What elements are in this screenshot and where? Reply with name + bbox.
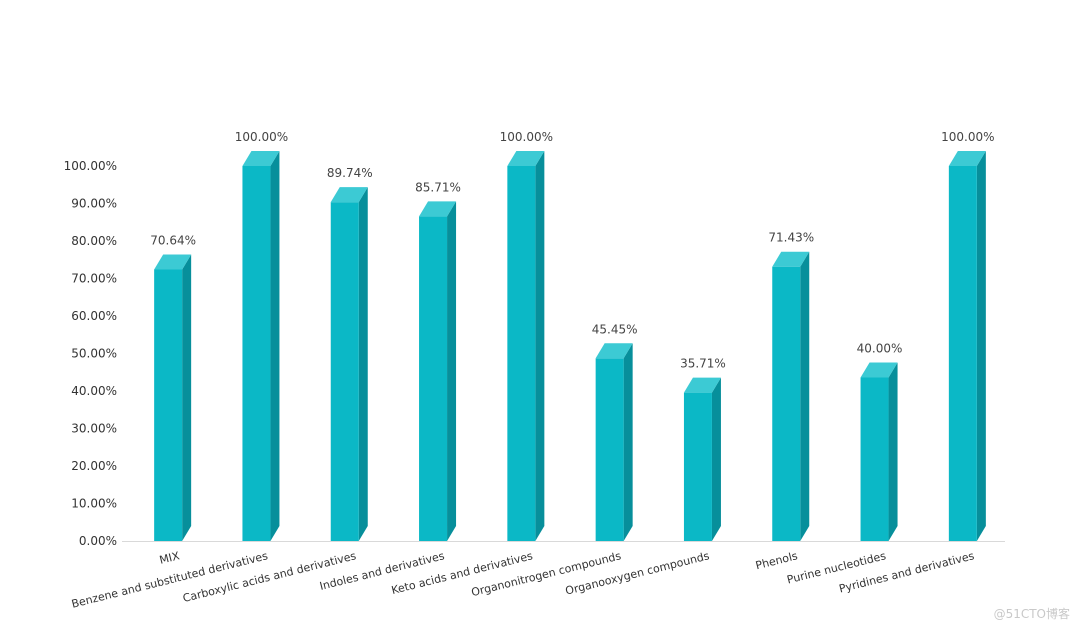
y-tick-label: 70.00% <box>71 272 117 286</box>
bar-front <box>683 392 712 541</box>
bar-front <box>419 216 448 541</box>
bar-front <box>860 377 889 541</box>
bar-side <box>182 254 192 541</box>
bar <box>860 362 898 541</box>
bar-front <box>948 166 977 541</box>
category-label: MIX <box>158 549 181 567</box>
data-labels: 70.64% 100.00% 89.74% 85.71% 100.00% 45.45% 35… <box>150 130 994 371</box>
bar-front <box>772 266 801 541</box>
bar-side <box>711 377 721 541</box>
bar <box>595 343 633 541</box>
bar-front <box>595 358 624 541</box>
bar <box>419 201 457 541</box>
bar-side <box>888 362 898 541</box>
data-label: 71.43% <box>768 231 814 245</box>
bar-top <box>330 187 368 203</box>
y-tick-label: 80.00% <box>71 234 117 248</box>
bar <box>242 151 280 541</box>
bar <box>683 377 721 541</box>
bar <box>330 187 368 541</box>
data-label: 40.00% <box>857 342 903 356</box>
data-label: 35.71% <box>680 357 726 371</box>
bar-top <box>595 343 633 359</box>
bar-front <box>242 166 271 541</box>
bar-top <box>154 254 192 270</box>
category-label: Organooxygen compounds <box>564 549 711 597</box>
bar-top <box>242 151 280 166</box>
bar-top <box>419 201 457 217</box>
category-label: Phenols <box>754 549 799 572</box>
bar-front <box>154 269 183 541</box>
bar-side <box>976 151 986 541</box>
y-axis: 0.00% 10.00% 20.00% 30.00% 40.00% 50.00% 60.00… <box>64 159 117 548</box>
y-tick-label: 20.00% <box>71 459 117 473</box>
bar-side <box>623 343 633 541</box>
y-tick-label: 90.00% <box>71 197 117 211</box>
y-tick-label: 30.00% <box>71 422 117 436</box>
data-label: 100.00% <box>941 130 994 144</box>
bar-top <box>507 151 545 166</box>
y-tick-label: 10.00% <box>71 497 117 511</box>
data-label: 100.00% <box>500 130 553 144</box>
watermark: @51CTO博客 <box>993 607 1070 621</box>
category-label: Organonitrogen compounds <box>470 549 623 599</box>
data-label: 85.71% <box>415 180 461 194</box>
data-label: 100.00% <box>235 130 288 144</box>
data-label: 89.74% <box>327 166 373 180</box>
bars <box>154 151 986 542</box>
y-tick-label: 0.00% <box>79 534 117 548</box>
y-tick-label: 50.00% <box>71 347 117 361</box>
bar-front <box>507 166 536 541</box>
bar <box>154 254 192 541</box>
y-tick-label: 60.00% <box>71 309 117 323</box>
bar-top <box>683 377 721 393</box>
bar <box>507 151 545 541</box>
y-tick-label: 40.00% <box>71 384 117 398</box>
bar-top <box>772 251 810 267</box>
bar-side <box>270 151 280 541</box>
bar-top <box>860 362 898 378</box>
bar-side <box>800 251 810 542</box>
data-label: 70.64% <box>150 233 196 247</box>
bar <box>772 251 810 542</box>
bar-top <box>948 151 986 166</box>
bar-front <box>330 202 359 541</box>
data-label: 45.45% <box>592 322 638 336</box>
y-tick-label: 100.00% <box>64 159 117 173</box>
bar-side <box>358 187 368 541</box>
bar-side <box>447 201 457 541</box>
bar-side <box>535 151 545 541</box>
bar <box>948 151 986 541</box>
